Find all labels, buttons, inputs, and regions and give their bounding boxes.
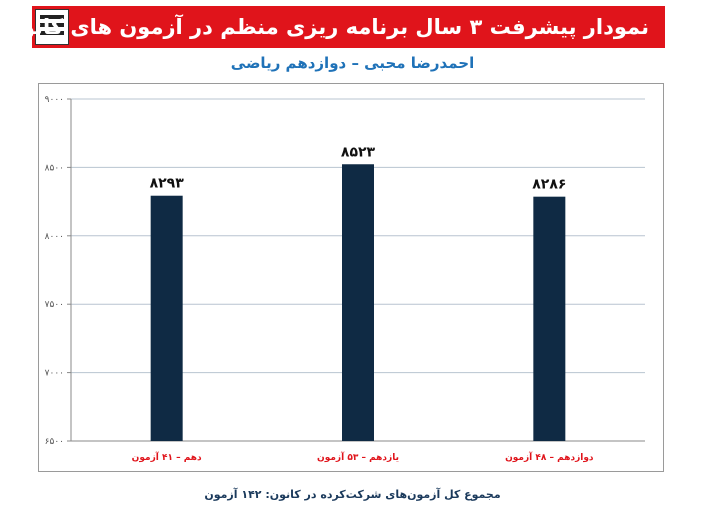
bar: [342, 164, 374, 441]
kanoon-logo: [35, 9, 69, 45]
bar: [533, 196, 566, 441]
data-label: ۸۲۹۳: [150, 176, 185, 192]
category-label: دوازدهم – ۴۸ آزمون: [505, 451, 594, 463]
y-tick-label: ۹۰۰۰: [45, 95, 64, 105]
chart-subtitle: احمدرضا محبی – دوازدهم ریاضی: [230, 54, 475, 72]
y-tick-label: ۸۵۰۰: [45, 163, 64, 173]
title-banner: نمودار پیشرفت ۳ سال برنامه ریزی منظم در …: [4, 6, 665, 48]
bar: [150, 195, 183, 441]
y-tick-label: ۷۵۰۰: [45, 300, 64, 310]
y-tick-label: ۸۰۰۰: [45, 232, 64, 242]
data-label: ۸۵۲۳: [341, 144, 376, 160]
data-label: ۸۲۸۶: [532, 177, 566, 193]
footer-note: مجموع کل آزمون‌های شرکت‌کرده در کانون: ۱…: [204, 488, 501, 501]
chart-frame: [38, 83, 664, 472]
y-tick-label: ۷۰۰۰: [45, 369, 64, 379]
y-tick-label: ۶۵۰۰: [45, 437, 64, 447]
category-label: یازدهم – ۵۳ آزمون: [317, 451, 399, 463]
category-label: دهم – ۴۱ آزمون: [132, 451, 202, 463]
chart-title: نمودار پیشرفت ۳ سال برنامه ریزی منظم در …: [3, 15, 649, 39]
